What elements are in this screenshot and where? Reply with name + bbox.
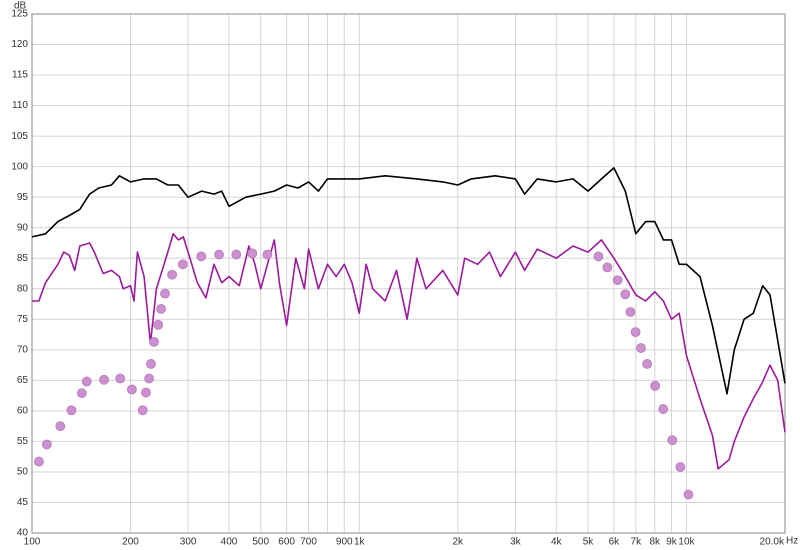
scatter-point bbox=[262, 249, 273, 260]
scatter-point bbox=[153, 319, 164, 330]
scatter-point bbox=[196, 251, 207, 262]
y-tick-label: 60 bbox=[17, 406, 29, 417]
scatter-point bbox=[34, 456, 44, 467]
scatter-point bbox=[127, 384, 137, 395]
x-tick-label: 900 bbox=[336, 537, 353, 548]
y-tick-label: 70 bbox=[17, 344, 29, 355]
x-tick-label: 10k bbox=[678, 537, 695, 548]
scatter-point bbox=[177, 259, 188, 270]
x-tick-label: 20.0k bbox=[760, 537, 785, 548]
scatter-point bbox=[149, 336, 159, 347]
x-tick-label: 8k bbox=[649, 537, 661, 548]
x-tick-label: 400 bbox=[221, 537, 238, 548]
scatter-point bbox=[66, 405, 77, 416]
scatter-point bbox=[144, 373, 155, 384]
scatter-point bbox=[630, 327, 641, 338]
x-tick-label: 1k bbox=[354, 537, 366, 548]
scatter-point bbox=[41, 439, 52, 450]
scatter-point bbox=[675, 462, 686, 472]
x-tick-label: 4k bbox=[551, 537, 563, 548]
scatter-point bbox=[55, 421, 66, 432]
scatter-point bbox=[593, 251, 604, 262]
x-unit: Hz bbox=[786, 536, 798, 547]
scatter-point bbox=[115, 373, 126, 384]
x-tick-label: 200 bbox=[122, 537, 139, 548]
y-tick-label: 120 bbox=[11, 39, 28, 50]
x-tick-label: 300 bbox=[180, 537, 197, 548]
scatter-point bbox=[650, 380, 661, 391]
y-tick-label: 105 bbox=[11, 131, 28, 142]
y-tick-label: 45 bbox=[17, 497, 29, 508]
scatter-point bbox=[99, 374, 109, 385]
x-tick-label: 6k bbox=[609, 537, 621, 548]
scatter-point bbox=[620, 289, 631, 300]
y-tick-label: 85 bbox=[17, 253, 29, 264]
y-tick-label: 110 bbox=[12, 100, 28, 111]
y-tick-label: 115 bbox=[12, 70, 28, 81]
scatter-point bbox=[137, 405, 148, 416]
scatter-point bbox=[625, 307, 636, 317]
scatter-point bbox=[231, 249, 242, 260]
scatter-point bbox=[214, 249, 224, 260]
y-tick-label: 50 bbox=[17, 467, 29, 478]
y-tick-label: 100 bbox=[11, 161, 28, 172]
scatter-point bbox=[81, 376, 92, 387]
x-tick-label: 100 bbox=[24, 537, 41, 548]
x-tick-label: 5k bbox=[583, 537, 595, 548]
scatter-point bbox=[141, 387, 151, 398]
x-tick-label: 700 bbox=[300, 537, 317, 548]
scatter-point bbox=[683, 489, 694, 500]
y-tick-label: 75 bbox=[17, 314, 29, 325]
y-tick-label: 80 bbox=[17, 283, 29, 294]
y-tick-label: 125 bbox=[11, 9, 28, 20]
x-tick-label: 9k bbox=[666, 537, 678, 548]
scatter-point bbox=[167, 269, 178, 280]
x-tick-label: 600 bbox=[278, 537, 295, 548]
y-tick-label: 95 bbox=[17, 192, 29, 203]
y-tick-label: 55 bbox=[17, 436, 29, 447]
x-tick-label: 500 bbox=[252, 537, 269, 548]
scatter-point bbox=[247, 248, 258, 259]
x-tick-label: 3k bbox=[510, 537, 522, 548]
x-tick-label: 7k bbox=[631, 537, 643, 548]
scatter-point bbox=[602, 262, 613, 273]
y-unit: dB bbox=[14, 1, 27, 12]
y-tick-label: 40 bbox=[17, 528, 29, 539]
x-tick-label: 2k bbox=[452, 537, 464, 548]
series-line bbox=[31, 167, 786, 395]
scatter-point bbox=[612, 275, 623, 286]
scatter-point bbox=[146, 358, 156, 369]
scatter-point bbox=[636, 343, 646, 353]
scatter-point bbox=[156, 304, 166, 314]
scatter-point bbox=[667, 435, 678, 446]
scatter-point bbox=[76, 388, 87, 399]
plot-frame bbox=[31, 13, 786, 534]
scatter-point bbox=[642, 358, 653, 369]
scatter-point bbox=[160, 288, 170, 299]
series-line bbox=[32, 233, 786, 470]
y-tick-label: 90 bbox=[17, 222, 29, 233]
scatter-point bbox=[658, 404, 669, 414]
y-tick-label: 65 bbox=[17, 375, 29, 386]
